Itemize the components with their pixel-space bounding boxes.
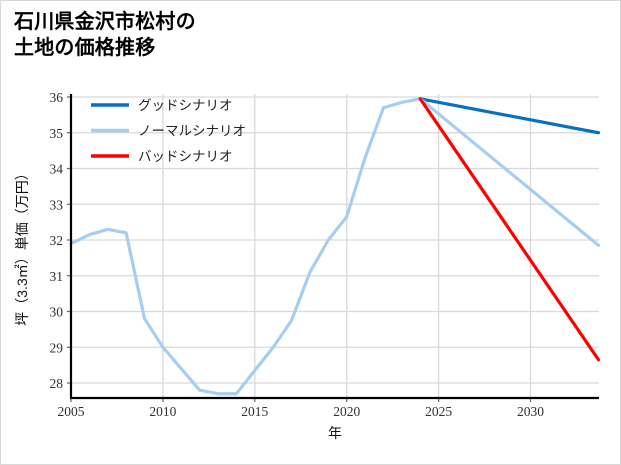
legend-label: ノーマルシナリオ: [138, 124, 246, 139]
y-axis-tick-label: 31: [50, 269, 64, 284]
x-axis-tick-label: 2005: [58, 404, 85, 419]
y-axis-tick-label: 32: [50, 233, 64, 248]
series-line: [418, 97, 601, 135]
x-axis-title: 年: [328, 425, 342, 441]
y-axis-title: 坪（3.3㎡）単価（万円）: [14, 166, 30, 325]
y-axis-tick-label: 36: [50, 90, 64, 105]
y-axis-tick-label: 30: [50, 305, 64, 320]
legend-label: グッドシナリオ: [138, 98, 233, 113]
x-axis-tick-label: 2010: [149, 404, 176, 419]
x-axis-tick-labels: 2005 2010 2015 2020 2025 2030: [58, 404, 545, 419]
y-axis-tick-labels: 28 29 30 31 32 33 34 35 36: [50, 90, 64, 391]
y-axis-tick-label: 28: [50, 376, 64, 391]
x-axis-tick-label: 2030: [517, 404, 544, 419]
y-axis-tick-label: 34: [50, 162, 64, 177]
x-axis-tick-label: 2025: [425, 404, 452, 419]
y-axis-tick-label: 35: [50, 126, 64, 141]
x-axis-tick-label: 2015: [241, 404, 268, 419]
series-line: [69, 97, 601, 396]
series-line: [418, 97, 601, 362]
y-axis-tick-label: 29: [50, 340, 64, 355]
y-axis-tick-label: 33: [50, 197, 64, 212]
page-title: 石川県金沢市松村の 土地の価格推移: [14, 11, 196, 60]
series-lines: [69, 97, 601, 396]
x-axis-tick-label: 2020: [333, 404, 360, 419]
legend-label: バッドシナリオ: [138, 149, 233, 164]
